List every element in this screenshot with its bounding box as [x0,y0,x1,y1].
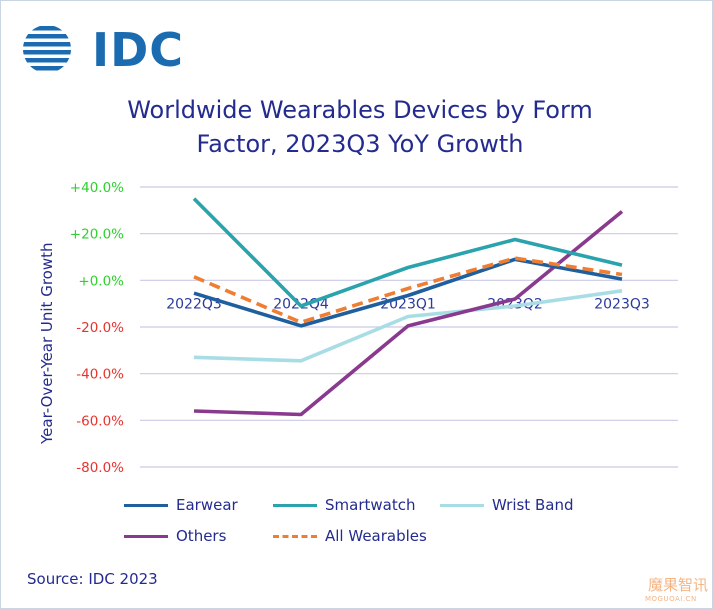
y-tick-label: +20.0% [70,227,124,243]
y-tick-label: -80.0% [76,460,124,476]
watermark-sub: MOGUOAI.CN [645,595,697,603]
x-tick-label: 2023Q3 [594,296,650,312]
chart-title-line-1: Worldwide Wearables Devices by Form [127,96,593,124]
x-tick-label: 2022Q3 [166,296,222,312]
x-tick-label: 2023Q1 [380,296,436,312]
y-tick-label: -20.0% [76,320,124,336]
series-line-smartwatch [192,197,623,308]
logo-text: IDC [92,23,185,77]
watermark: 魔果智讯 [648,576,709,594]
chart-title: Worldwide Wearables Devices by Form Fact… [110,93,610,161]
series-line-wrist-band [193,289,623,363]
y-tick-label: -60.0% [76,413,124,429]
series-line-all-wearables [193,256,623,325]
idc-logo: IDC [22,24,183,74]
series-line-earwear [193,257,623,328]
y-tick-label: +40.0% [70,180,124,196]
y-tick-label: -40.0% [76,367,124,383]
y-tick-label: +0.0% [78,273,124,289]
series-line-others [193,210,624,417]
chart-title-line-2: Factor, 2023Q3 YoY Growth [196,130,524,158]
globe-icon [23,26,71,71]
source-note: Source: IDC 2023 [27,570,158,588]
